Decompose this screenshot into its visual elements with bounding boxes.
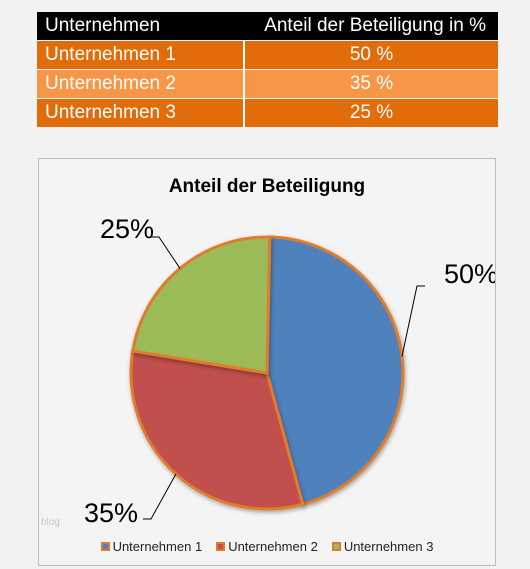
table-row: Unternehmen 2 35 % <box>37 70 498 98</box>
legend-label: Unternehmen 2 <box>228 539 318 554</box>
legend-swatch <box>331 542 341 551</box>
header-company: Unternehmen <box>37 12 243 40</box>
data-label: 35% <box>84 498 138 528</box>
header-share: Anteil der Beteiligung in % <box>245 12 498 40</box>
table-row: Unternehmen 3 25 % <box>37 99 498 127</box>
legend-label: Unternehmen 3 <box>343 539 434 554</box>
pie-slice <box>131 235 272 375</box>
legend-label: Unternehmen 1 <box>112 539 203 554</box>
legend-swatch <box>216 542 226 551</box>
watermark: blog <box>41 517 60 528</box>
row-company: Unternehmen 3 <box>37 99 243 127</box>
chart-title: Anteil der Beteiligung <box>168 176 366 197</box>
legend: Unternehmen 1 Unternehmen 2 Unternehmen … <box>39 539 495 554</box>
legend-swatch <box>100 542 110 551</box>
pie-slice <box>129 349 305 511</box>
pie-chart: 50% 35% 25% <box>84 214 495 528</box>
pie-slice <box>265 235 405 507</box>
chart-area: Anteil der Beteiligung 50% 35% 25% blog Un… <box>38 158 496 566</box>
data-table: Unternehmen Anteil der Beteiligung in % … <box>37 12 498 127</box>
table-header: Unternehmen Anteil der Beteiligung in % <box>37 12 498 40</box>
row-company: Unternehmen 2 <box>37 70 243 98</box>
row-company: Unternehmen 1 <box>37 41 243 69</box>
leader-line <box>401 285 425 357</box>
table-row: Unternehmen 1 50 % <box>37 41 498 69</box>
row-share: 50 % <box>245 41 498 69</box>
row-share: 35 % <box>245 70 498 98</box>
leader-line <box>143 473 177 520</box>
row-share: 25 % <box>245 99 498 127</box>
data-label: 50% <box>444 259 495 289</box>
legend-item: Unternehmen 3 <box>331 539 434 554</box>
leader-line <box>151 236 181 269</box>
legend-item: Unternehmen 2 <box>216 539 318 554</box>
legend-item: Unternehmen 1 <box>100 539 203 554</box>
data-label: 25% <box>100 214 154 244</box>
